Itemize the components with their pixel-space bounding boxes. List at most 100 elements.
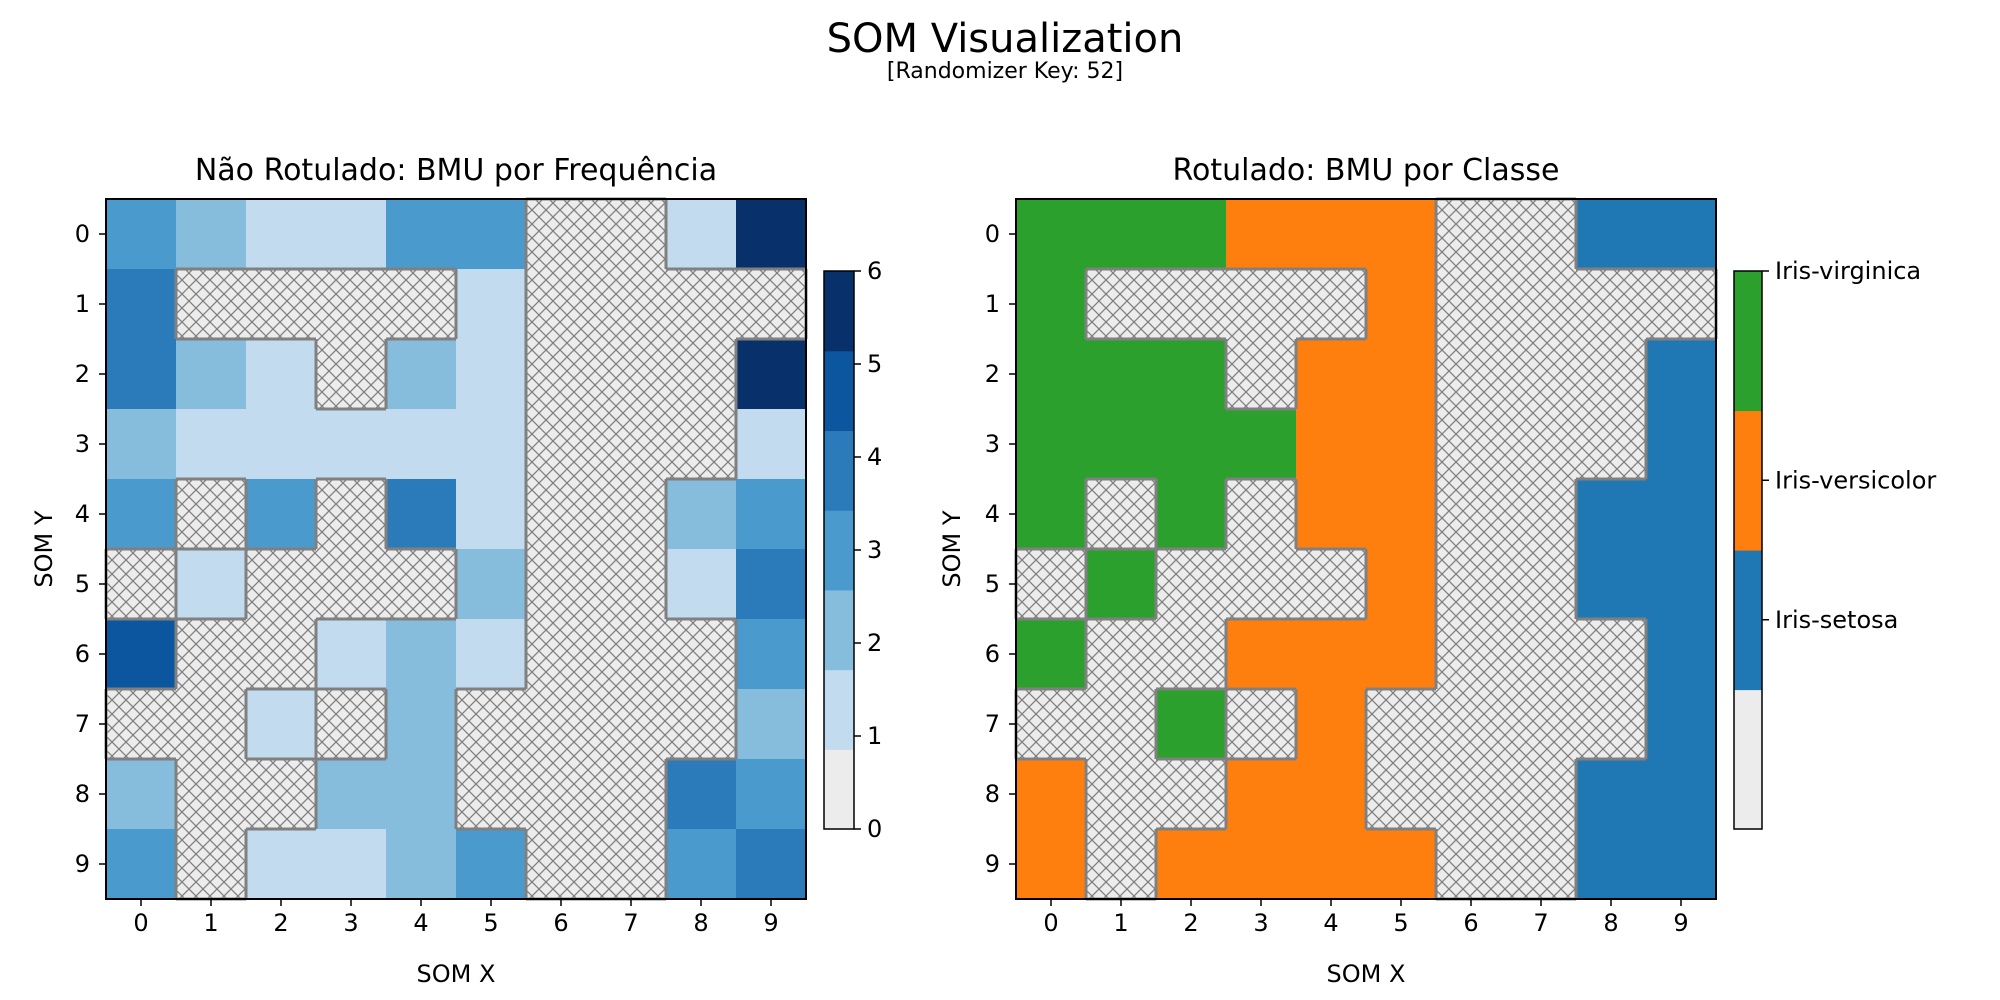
class-cell-9-9 bbox=[1646, 829, 1717, 900]
frequency-cell-8-4 bbox=[386, 759, 457, 830]
class-cell-9-2 bbox=[1156, 829, 1227, 900]
class-cell-8-9 bbox=[1646, 759, 1717, 830]
frequency-cell-1-7 bbox=[596, 269, 667, 340]
frequency-cell-1-6 bbox=[526, 269, 597, 340]
frequency-colorbar-bin bbox=[824, 430, 854, 511]
frequency-cell-4-0 bbox=[106, 479, 177, 550]
class-cell-6-7 bbox=[1506, 619, 1577, 690]
frequency-cell-7-8 bbox=[666, 689, 737, 760]
class-cell-0-4 bbox=[1296, 199, 1367, 270]
frequency-cell-6-6 bbox=[526, 619, 597, 690]
class-cell-8-1 bbox=[1086, 759, 1157, 830]
frequency-cell-1-9 bbox=[736, 269, 807, 340]
frequency-cell-3-0 bbox=[106, 409, 177, 480]
class-y-tick-label: 3 bbox=[985, 430, 1000, 458]
frequency-cell-3-6 bbox=[526, 409, 597, 480]
class-cell-0-0 bbox=[1016, 199, 1087, 270]
class-cell-5-8 bbox=[1576, 549, 1647, 620]
class-colorbar-label: Iris-virginica bbox=[1775, 257, 1921, 285]
frequency-cell-3-9 bbox=[736, 409, 807, 480]
class-cell-6-2 bbox=[1156, 619, 1227, 690]
class-empty-cell-borders bbox=[1014, 197, 1718, 901]
class-cell-6-3 bbox=[1226, 619, 1297, 690]
class-cell-9-3 bbox=[1226, 829, 1297, 900]
class-cell-7-4 bbox=[1296, 689, 1367, 760]
class-plot-frame bbox=[1015, 198, 1717, 900]
class-cell-4-7 bbox=[1506, 479, 1577, 550]
class-cell-4-4 bbox=[1296, 479, 1367, 550]
frequency-x-tick-label: 7 bbox=[623, 909, 638, 937]
class-cell-3-6 bbox=[1436, 409, 1507, 480]
frequency-cell-0-7 bbox=[596, 199, 667, 270]
frequency-cell-5-5 bbox=[456, 549, 527, 620]
class-cell-7-3 bbox=[1226, 689, 1297, 760]
class-x-tick-label: 2 bbox=[1183, 909, 1198, 937]
class-y-axis-label: SOM Y bbox=[938, 510, 966, 587]
frequency-colorbar-bin bbox=[824, 350, 854, 432]
class-cell-2-5 bbox=[1366, 339, 1437, 410]
class-cell-2-0 bbox=[1016, 339, 1087, 410]
class-cell-0-9 bbox=[1646, 199, 1717, 270]
class-cell-7-7 bbox=[1506, 689, 1577, 760]
class-colorbar-label: Iris-setosa bbox=[1775, 606, 1898, 634]
frequency-cell-6-4 bbox=[386, 619, 457, 690]
class-cell-3-0 bbox=[1016, 409, 1087, 480]
class-cell-4-2 bbox=[1156, 479, 1227, 550]
class-cell-1-3 bbox=[1226, 269, 1297, 340]
frequency-y-tick-label: 0 bbox=[75, 220, 90, 248]
class-cell-1-4 bbox=[1296, 269, 1367, 340]
frequency-cell-8-0 bbox=[106, 759, 177, 830]
frequency-colorbar: 0 1 2 3 4 5 6 bbox=[823, 257, 882, 843]
frequency-x-tick-label: 2 bbox=[273, 909, 288, 937]
class-cell-2-7 bbox=[1506, 339, 1577, 410]
class-cell-8-6 bbox=[1436, 759, 1507, 830]
frequency-cell-0-5 bbox=[456, 199, 527, 270]
frequency-cell-6-1 bbox=[176, 619, 247, 690]
class-cell-5-1 bbox=[1086, 549, 1157, 620]
frequency-cell-4-3 bbox=[316, 479, 387, 550]
frequency-cell-6-5 bbox=[456, 619, 527, 690]
class-cell-6-8 bbox=[1576, 619, 1647, 690]
class-cell-1-6 bbox=[1436, 269, 1507, 340]
class-cell-5-0 bbox=[1016, 549, 1087, 620]
class-cell-7-0 bbox=[1016, 689, 1087, 760]
frequency-cell-0-2 bbox=[246, 199, 317, 270]
frequency-cell-5-3 bbox=[316, 549, 387, 620]
frequency-cell-7-4 bbox=[386, 689, 457, 760]
class-colorbar: Iris-virginica Iris-versicolor Iris-setosa bbox=[1733, 257, 1936, 830]
frequency-cell-5-8 bbox=[666, 549, 737, 620]
class-cell-1-9 bbox=[1646, 269, 1717, 340]
frequency-cell-9-5 bbox=[456, 829, 527, 900]
frequency-cell-9-9 bbox=[736, 829, 807, 900]
frequency-x-tick-label: 1 bbox=[203, 909, 218, 937]
class-cell-9-6 bbox=[1436, 829, 1507, 900]
frequency-cell-9-7 bbox=[596, 829, 667, 900]
frequency-colorbar-bin bbox=[824, 510, 854, 591]
class-cell-0-3 bbox=[1226, 199, 1297, 270]
class-cell-8-5 bbox=[1366, 759, 1437, 830]
class-cell-7-1 bbox=[1086, 689, 1157, 760]
class-cell-8-8 bbox=[1576, 759, 1647, 830]
frequency-cell-6-3 bbox=[316, 619, 387, 690]
class-cell-0-6 bbox=[1436, 199, 1507, 270]
frequency-cell-8-9 bbox=[736, 759, 807, 830]
class-cell-3-2 bbox=[1156, 409, 1227, 480]
class-y-tick-label: 6 bbox=[985, 640, 1000, 668]
frequency-y-tick-label: 5 bbox=[75, 570, 90, 598]
frequency-cell-3-5 bbox=[456, 409, 527, 480]
class-cell-8-7 bbox=[1506, 759, 1577, 830]
class-cell-6-4 bbox=[1296, 619, 1367, 690]
class-cell-4-3 bbox=[1226, 479, 1297, 550]
class-cell-3-1 bbox=[1086, 409, 1157, 480]
class-y-tick-label: 8 bbox=[985, 780, 1000, 808]
class-heatmap-panel: Rotulado: BMU por Classe 0 1 2 3 4 5 6 7 8 9 0 1 2 3… bbox=[938, 153, 1936, 988]
class-cell-9-0 bbox=[1016, 829, 1087, 900]
frequency-cell-1-0 bbox=[106, 269, 177, 340]
frequency-heatmap-panel: Não Rotulado: BMU por Frequência 0 1 2 3 4 5 6… bbox=[30, 153, 882, 988]
class-cell-5-3 bbox=[1226, 549, 1297, 620]
frequency-cell-8-3 bbox=[316, 759, 387, 830]
class-cell-7-8 bbox=[1576, 689, 1647, 760]
frequency-colorbar-tick-label: 2 bbox=[867, 629, 882, 657]
class-cell-6-0 bbox=[1016, 619, 1087, 690]
frequency-colorbar-tick-label: 4 bbox=[867, 443, 882, 471]
